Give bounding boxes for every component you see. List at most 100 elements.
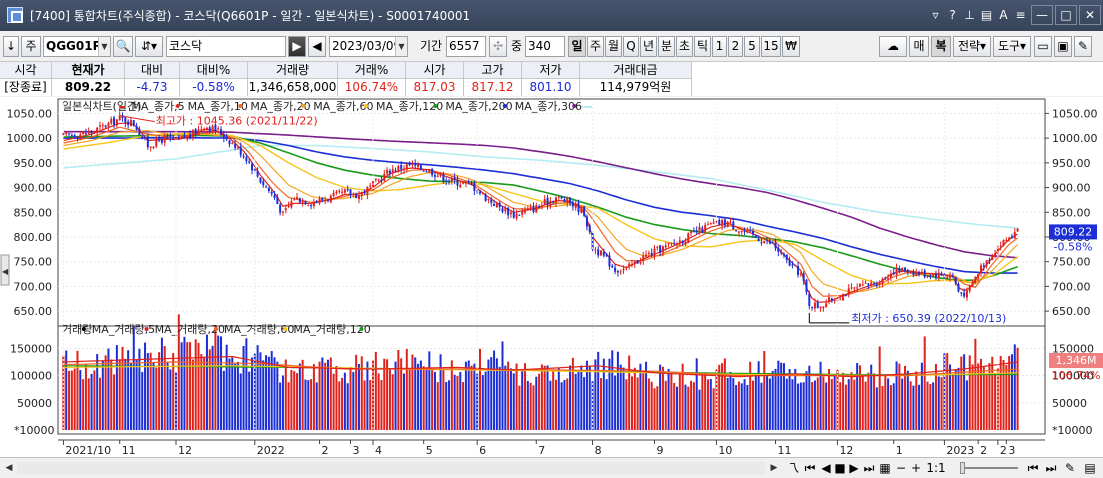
interval-button-4[interactable]: 년 bbox=[640, 36, 657, 57]
price-change-label: -0.58% bbox=[1054, 240, 1093, 253]
volume-bar bbox=[988, 362, 991, 430]
volume-bar bbox=[200, 354, 203, 430]
cloud-icon[interactable]: ☁ bbox=[879, 36, 907, 57]
volume-bar bbox=[481, 375, 484, 430]
candle-body bbox=[653, 248, 656, 256]
minimize-button[interactable]: — bbox=[1031, 5, 1053, 25]
interval-button-7[interactable]: 틱 bbox=[694, 36, 711, 57]
volume-bar bbox=[808, 365, 811, 430]
candle-body bbox=[994, 253, 997, 256]
period-input[interactable]: 6557 bbox=[446, 36, 486, 57]
quote-header-1: 현재가 bbox=[52, 62, 125, 79]
interval-button-0[interactable]: 일 bbox=[568, 36, 586, 57]
candle-body bbox=[996, 247, 999, 253]
volume-bar bbox=[231, 357, 234, 430]
pan-icon[interactable]: 乁 bbox=[787, 461, 800, 475]
interval-button-5[interactable]: 분 bbox=[658, 36, 675, 57]
search-icon[interactable]: 🔍 bbox=[113, 36, 133, 57]
play-forward-icon[interactable]: ▶ bbox=[849, 461, 859, 475]
interval-button-6[interactable]: 초 bbox=[676, 36, 693, 57]
scroll-right-icon[interactable]: ▶ bbox=[770, 463, 778, 473]
zoom-ratio[interactable]: 1:1 bbox=[926, 461, 946, 475]
volume-bar bbox=[602, 358, 605, 430]
volume-bar bbox=[563, 379, 566, 430]
volume-bar bbox=[366, 361, 369, 430]
play-back-icon[interactable]: ◀ bbox=[821, 461, 831, 475]
tools-button[interactable]: 도구▾ bbox=[993, 36, 1031, 57]
chevron-down-icon[interactable]: ▼ bbox=[395, 37, 407, 56]
settings-icon[interactable]: ▤ bbox=[1084, 461, 1096, 475]
volume-bar bbox=[630, 376, 633, 430]
interval-button-1[interactable]: 주 bbox=[587, 36, 604, 57]
stock-name-field[interactable]: 코스닥 bbox=[166, 36, 286, 57]
date-input[interactable]: 2023/03/09 ▼ bbox=[329, 36, 408, 57]
candle-body bbox=[529, 206, 532, 209]
zoom-slider[interactable] bbox=[958, 460, 1018, 476]
volume-bar bbox=[76, 350, 79, 430]
candle-body bbox=[982, 265, 985, 267]
stock-type-select[interactable]: 주 bbox=[21, 36, 41, 57]
volume-bar bbox=[687, 386, 690, 430]
interval-button-9[interactable]: 2 bbox=[728, 36, 743, 57]
crosshair-icon[interactable]: ✣ bbox=[489, 36, 507, 57]
save-icon[interactable]: ▣ bbox=[1054, 36, 1072, 57]
first-page-icon[interactable]: ⏮ bbox=[804, 461, 816, 475]
volume-bar bbox=[895, 361, 898, 430]
candle-body bbox=[341, 191, 344, 193]
candle-body bbox=[110, 118, 113, 124]
menu-icon[interactable]: ≡ bbox=[1015, 8, 1026, 22]
interval-button-2[interactable]: 월 bbox=[605, 36, 622, 57]
candle-body bbox=[205, 127, 208, 130]
layout-icon[interactable]: ▤ bbox=[980, 8, 993, 22]
volume-bar bbox=[90, 373, 93, 430]
interval-button-10[interactable]: 5 bbox=[744, 36, 760, 57]
stock-code-input[interactable]: QGG01P ▼ bbox=[43, 36, 111, 57]
last-icon[interactable]: ⏭ bbox=[1045, 461, 1057, 475]
sell-button[interactable]: 매 bbox=[909, 36, 929, 57]
prev-button[interactable]: ◀ bbox=[308, 36, 326, 57]
zoom-in-icon[interactable]: + bbox=[910, 461, 922, 475]
interval-button-8[interactable]: 1 bbox=[712, 36, 727, 57]
x-axis-label-6: 10 bbox=[718, 444, 732, 457]
scroll-left-icon[interactable]: ◀ bbox=[5, 463, 13, 473]
pin-icon[interactable]: ⊥ bbox=[964, 8, 975, 22]
candle-body bbox=[346, 189, 349, 191]
maximize-button[interactable]: □ bbox=[1055, 5, 1077, 25]
zoom-out-icon[interactable]: − bbox=[895, 461, 907, 475]
font-icon[interactable]: A bbox=[999, 8, 1008, 22]
count-input[interactable]: 340 bbox=[525, 36, 565, 57]
candle-body bbox=[76, 136, 79, 138]
chevron-down-icon[interactable]: ▼ bbox=[98, 37, 110, 56]
volume-bar bbox=[338, 381, 341, 430]
candle-body bbox=[895, 267, 898, 275]
quote-header-9: 거래대금 bbox=[580, 62, 692, 79]
grid-icon[interactable]: ▦ bbox=[879, 461, 891, 475]
stop-icon[interactable]: ■ bbox=[834, 461, 846, 475]
candle-body bbox=[163, 135, 166, 143]
help-icon[interactable]: ? bbox=[949, 8, 956, 22]
wrench-icon[interactable]: ✎ bbox=[1074, 36, 1092, 57]
folder-icon[interactable]: ▭ bbox=[1034, 36, 1052, 57]
volume-bar bbox=[332, 373, 335, 430]
chevron-down-icon[interactable]: ▿ bbox=[932, 8, 939, 22]
strategy-button[interactable]: 전략▾ bbox=[953, 36, 991, 57]
sort-button[interactable]: ⇵▾ bbox=[135, 36, 163, 57]
last-page-icon[interactable]: ⏭ bbox=[863, 461, 875, 475]
compound-button[interactable]: 복 bbox=[931, 36, 951, 57]
down-arrow-button[interactable]: ↓ bbox=[3, 36, 19, 57]
interval-button-12[interactable]: ₩ bbox=[782, 36, 800, 57]
interval-button-11[interactable]: 15 bbox=[761, 36, 781, 57]
horizontal-scroll-track[interactable] bbox=[17, 462, 765, 474]
volume-bar bbox=[507, 361, 510, 430]
chart-svg[interactable]: ◀ 650.00 650.00 700.00 700.00 750.00 750.00 800… bbox=[0, 97, 1103, 457]
close-button[interactable]: ✕ bbox=[1079, 5, 1101, 25]
chart-area[interactable]: ◀ 650.00 650.00 700.00 700.00 750.00 750.00 800… bbox=[0, 97, 1103, 457]
interval-button-3[interactable]: Q bbox=[623, 36, 639, 57]
volume-bar bbox=[743, 379, 746, 430]
next-button[interactable]: ▶ bbox=[288, 36, 306, 57]
edit-icon[interactable]: ✎ bbox=[1064, 461, 1076, 475]
candle-body bbox=[566, 197, 569, 203]
volume-bar bbox=[842, 372, 845, 430]
first-icon[interactable]: ⏮ bbox=[1027, 461, 1039, 475]
candle-body bbox=[692, 231, 695, 233]
